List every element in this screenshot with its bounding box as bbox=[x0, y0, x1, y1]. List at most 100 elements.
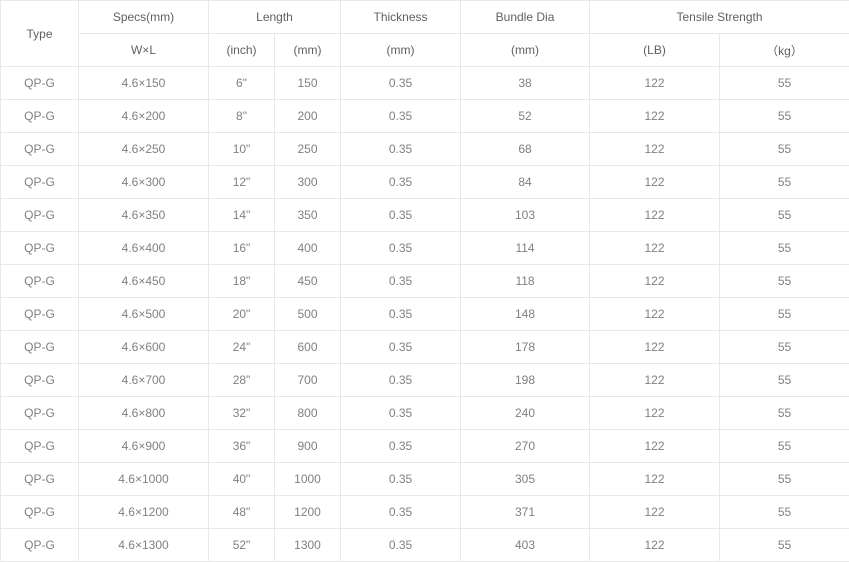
cell-thickness: 0.35 bbox=[341, 265, 461, 298]
cell-specs: 4.6×350 bbox=[79, 199, 209, 232]
table-row: QP-G4.6×30012"3000.358412255 bbox=[1, 166, 849, 199]
cell-tensile-kg: 55 bbox=[720, 166, 849, 199]
cell-length-mm: 1300 bbox=[275, 529, 341, 562]
cell-specs: 4.6×1000 bbox=[79, 463, 209, 496]
cell-specs: 4.6×500 bbox=[79, 298, 209, 331]
cell-specs: 4.6×450 bbox=[79, 265, 209, 298]
cell-thickness: 0.35 bbox=[341, 199, 461, 232]
cell-tensile-kg: 55 bbox=[720, 67, 849, 100]
table-row: QP-G4.6×50020"5000.3514812255 bbox=[1, 298, 849, 331]
cell-length-mm: 400 bbox=[275, 232, 341, 265]
cell-thickness: 0.35 bbox=[341, 463, 461, 496]
cell-tensile-lb: 122 bbox=[590, 529, 720, 562]
header-tensile-lb: (LB) bbox=[590, 34, 720, 67]
header-thickness: Thickness bbox=[341, 1, 461, 34]
cell-length-mm: 600 bbox=[275, 331, 341, 364]
header-bundle-dia: Bundle Dia bbox=[461, 1, 590, 34]
cell-tensile-lb: 122 bbox=[590, 166, 720, 199]
cell-bundle-dia: 52 bbox=[461, 100, 590, 133]
cell-specs: 4.6×150 bbox=[79, 67, 209, 100]
cell-type: QP-G bbox=[1, 133, 79, 166]
cell-bundle-dia: 403 bbox=[461, 529, 590, 562]
cell-bundle-dia: 68 bbox=[461, 133, 590, 166]
cell-bundle-dia: 148 bbox=[461, 298, 590, 331]
cell-type: QP-G bbox=[1, 265, 79, 298]
cell-thickness: 0.35 bbox=[341, 133, 461, 166]
cell-thickness: 0.35 bbox=[341, 100, 461, 133]
cell-bundle-dia: 118 bbox=[461, 265, 590, 298]
cell-thickness: 0.35 bbox=[341, 496, 461, 529]
cell-length-mm: 900 bbox=[275, 430, 341, 463]
header-thickness-mm: (mm) bbox=[341, 34, 461, 67]
cell-length-inch: 16" bbox=[209, 232, 275, 265]
table-row: QP-G4.6×35014"3500.3510312255 bbox=[1, 199, 849, 232]
cell-bundle-dia: 371 bbox=[461, 496, 590, 529]
cell-tensile-kg: 55 bbox=[720, 100, 849, 133]
table-row: QP-G4.6×100040"10000.3530512255 bbox=[1, 463, 849, 496]
cell-length-inch: 12" bbox=[209, 166, 275, 199]
cell-tensile-lb: 122 bbox=[590, 232, 720, 265]
cell-tensile-lb: 122 bbox=[590, 463, 720, 496]
table-row: QP-G4.6×120048"12000.3537112255 bbox=[1, 496, 849, 529]
cell-length-mm: 250 bbox=[275, 133, 341, 166]
cell-length-mm: 450 bbox=[275, 265, 341, 298]
cell-length-mm: 1200 bbox=[275, 496, 341, 529]
header-length: Length bbox=[209, 1, 341, 34]
cell-tensile-kg: 55 bbox=[720, 199, 849, 232]
table-row: QP-G4.6×2008"2000.355212255 bbox=[1, 100, 849, 133]
table-body: QP-G4.6×1506"1500.353812255QP-G4.6×2008"… bbox=[1, 67, 849, 562]
cell-tensile-kg: 55 bbox=[720, 397, 849, 430]
cell-tensile-lb: 122 bbox=[590, 100, 720, 133]
cell-length-inch: 20" bbox=[209, 298, 275, 331]
cell-type: QP-G bbox=[1, 430, 79, 463]
cell-thickness: 0.35 bbox=[341, 232, 461, 265]
table-row: QP-G4.6×130052"13000.3540312255 bbox=[1, 529, 849, 562]
cell-bundle-dia: 38 bbox=[461, 67, 590, 100]
cell-tensile-lb: 122 bbox=[590, 397, 720, 430]
cell-type: QP-G bbox=[1, 364, 79, 397]
cell-tensile-lb: 122 bbox=[590, 496, 720, 529]
cell-specs: 4.6×1200 bbox=[79, 496, 209, 529]
cell-length-mm: 200 bbox=[275, 100, 341, 133]
cell-type: QP-G bbox=[1, 298, 79, 331]
cell-length-inch: 32" bbox=[209, 397, 275, 430]
cell-length-mm: 700 bbox=[275, 364, 341, 397]
table-row: QP-G4.6×70028"7000.3519812255 bbox=[1, 364, 849, 397]
header-specs: Specs(mm) bbox=[79, 1, 209, 34]
specs-table-container: Type Specs(mm) Length Thickness Bundle D… bbox=[0, 0, 849, 562]
cell-length-inch: 18" bbox=[209, 265, 275, 298]
cell-tensile-lb: 122 bbox=[590, 364, 720, 397]
cell-type: QP-G bbox=[1, 529, 79, 562]
cell-tensile-kg: 55 bbox=[720, 463, 849, 496]
cell-type: QP-G bbox=[1, 232, 79, 265]
cell-length-inch: 24" bbox=[209, 331, 275, 364]
cell-bundle-dia: 84 bbox=[461, 166, 590, 199]
cell-length-inch: 6" bbox=[209, 67, 275, 100]
cell-length-mm: 300 bbox=[275, 166, 341, 199]
cell-thickness: 0.35 bbox=[341, 331, 461, 364]
cell-specs: 4.6×400 bbox=[79, 232, 209, 265]
table-row: QP-G4.6×25010"2500.356812255 bbox=[1, 133, 849, 166]
cell-type: QP-G bbox=[1, 331, 79, 364]
cell-length-inch: 8" bbox=[209, 100, 275, 133]
cell-thickness: 0.35 bbox=[341, 166, 461, 199]
cell-tensile-lb: 122 bbox=[590, 67, 720, 100]
cell-type: QP-G bbox=[1, 166, 79, 199]
cell-tensile-lb: 122 bbox=[590, 298, 720, 331]
table-row: QP-G4.6×80032"8000.3524012255 bbox=[1, 397, 849, 430]
header-specs-sub: W×L bbox=[79, 34, 209, 67]
header-row-1: Type Specs(mm) Length Thickness Bundle D… bbox=[1, 1, 849, 34]
cell-type: QP-G bbox=[1, 199, 79, 232]
cell-length-mm: 500 bbox=[275, 298, 341, 331]
cell-bundle-dia: 103 bbox=[461, 199, 590, 232]
cell-bundle-dia: 240 bbox=[461, 397, 590, 430]
table-row: QP-G4.6×60024"6000.3517812255 bbox=[1, 331, 849, 364]
cell-length-mm: 350 bbox=[275, 199, 341, 232]
cell-thickness: 0.35 bbox=[341, 364, 461, 397]
cell-specs: 4.6×250 bbox=[79, 133, 209, 166]
cell-specs: 4.6×600 bbox=[79, 331, 209, 364]
header-tensile: Tensile Strength bbox=[590, 1, 849, 34]
cell-type: QP-G bbox=[1, 100, 79, 133]
cell-length-inch: 10" bbox=[209, 133, 275, 166]
table-row: QP-G4.6×1506"1500.353812255 bbox=[1, 67, 849, 100]
